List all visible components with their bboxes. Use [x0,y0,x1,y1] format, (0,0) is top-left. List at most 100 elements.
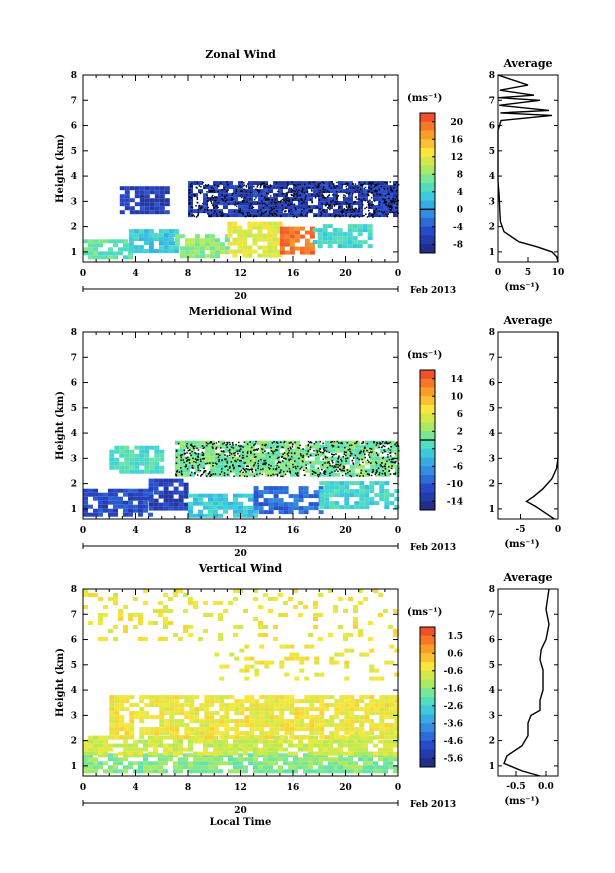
contour-dot [333,203,336,206]
data-cell [173,502,179,507]
contour-dot [253,444,255,446]
data-cell [393,629,398,633]
data-cell [209,254,215,259]
contour-dot [242,185,245,187]
data-cell [322,240,328,245]
contour-dot [288,210,290,212]
data-cell [232,229,238,234]
contour-dot [196,215,199,217]
data-cell [189,699,195,704]
contour-dot [315,441,317,443]
contour-dot [326,195,329,198]
data-cell [379,727,385,732]
contour-dot [268,464,270,466]
data-cell [154,449,160,454]
data-cell [328,769,333,774]
data-cell [173,249,179,254]
contour-dot [233,475,235,477]
contour-dot [361,200,363,202]
data-cell [108,251,113,256]
data-cell [243,765,248,770]
contour-dot [349,450,351,453]
contour-dot [235,188,237,191]
data-cell [123,500,128,505]
data-cell [274,468,280,473]
data-cell [289,711,295,716]
colorbar-tick-label: 8 [457,170,463,180]
data-cell [93,255,98,260]
data-cell [159,727,165,732]
colorbar-tick-label: -6 [453,462,463,472]
data-cell [358,185,363,190]
contour-dot [384,463,387,465]
data-cell [359,699,365,704]
data-cell [253,490,259,495]
data-cell [298,205,303,210]
data-cell [103,761,108,766]
contour-dot [303,183,306,186]
data-cell [139,699,145,704]
contour-dot [368,209,370,212]
contour-dot [192,214,195,216]
data-cell [363,189,368,194]
data-cell [193,601,198,605]
data-cell [273,506,279,511]
contour-dot [374,190,376,192]
contour-dot [359,475,361,477]
contour-dot [296,473,299,475]
data-cell [369,723,375,728]
data-cell [344,472,350,477]
contour-dot [235,443,237,446]
data-cell [199,707,205,712]
data-cell [108,255,113,260]
data-cell [173,498,179,503]
contour-dot [284,210,286,212]
contour-dot [245,186,248,188]
data-cell [288,205,293,210]
data-cell [149,206,155,211]
contour-dot [246,443,249,445]
contour-dot [277,473,279,476]
data-cell [213,185,218,190]
data-cell [329,505,335,510]
data-cell [358,601,363,605]
data-cell [204,254,210,259]
data-cell [259,711,265,716]
data-cell [168,482,174,487]
data-cell [328,197,333,202]
avg-y-tick-label: 7 [489,610,495,620]
contour-dot [295,467,297,470]
data-cell [388,739,393,744]
data-cell [278,490,284,495]
data-cell [103,496,108,501]
data-cell [344,460,350,465]
data-cell [168,502,174,507]
data-cell [148,233,154,238]
data-cell [209,723,215,728]
contour-dot [367,193,369,195]
y-tick-label: 4 [71,172,77,182]
data-cell [394,719,400,724]
data-cell [248,497,253,502]
colorbar-frame [419,626,436,768]
data-cell [209,695,215,700]
data-cell [269,456,275,461]
data-cell [154,453,160,458]
data-cell [298,757,303,762]
data-cell [219,250,225,255]
data-cell [334,711,340,716]
data-cell [139,719,145,724]
data-cell [319,444,325,449]
contour-dot [355,442,358,444]
contour-dot [181,454,183,456]
contour-dot [189,474,192,477]
data-cell [189,731,195,736]
contour-dot [389,452,391,454]
contour-dot [236,458,239,461]
data-cell [194,719,200,724]
contour-dot [196,187,198,189]
contour-dot [321,452,324,454]
data-cell [103,637,108,641]
data-cell [374,711,380,716]
contour-dot [297,194,299,197]
